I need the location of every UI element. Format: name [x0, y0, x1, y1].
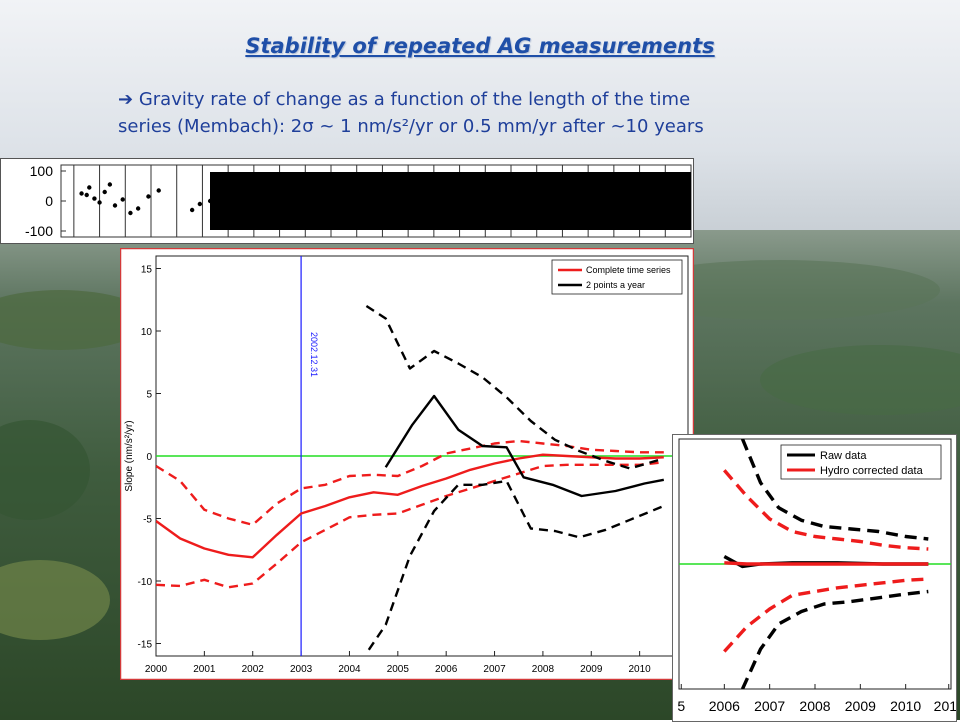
main-series-complete-time-series-upper-2- [156, 439, 664, 526]
inset-series-hydro-corrected-data-lower-2- [723, 577, 929, 653]
hydro-inset-chart: 5 2006 2007 2008 2009 2010 2011 Raw data Hydro c… [672, 434, 960, 722]
main-xtick-label: 2006 [435, 664, 458, 675]
residual-ytick-label: -100 [25, 223, 53, 239]
inset-legend: Raw data Hydro corrected data [780, 444, 942, 480]
main-ytick-label: 10 [141, 327, 153, 338]
residual-point [135, 206, 141, 211]
hydro-inset-chart-svg: 5 2006 2007 2008 2009 2010 2011 Raw data Hydro c… [673, 435, 960, 721]
main-xtick-label: 2003 [290, 664, 313, 675]
slope-chart: 15 10 5 0 -5 -10 -15 2000 2001 2002 2003 2004 2005 20… [119, 247, 695, 681]
main-legend-label: Complete time series [586, 265, 671, 275]
main-xtick-label: 2009 [580, 664, 603, 675]
inset-xtick-label: 5 [677, 698, 685, 714]
main-series-complete-time-series [156, 453, 664, 559]
residual-point [156, 188, 161, 193]
residual-point [120, 197, 125, 202]
residual-ytick-label: 0 [45, 193, 53, 209]
inset-series-raw-data-upper-2- [740, 439, 929, 541]
residual-chart-svg: 100 0 -100 [25, 163, 692, 239]
residual-point [146, 194, 151, 199]
arrow-icon: ➔ [118, 89, 134, 110]
inset-background [673, 435, 956, 721]
main-ytick-label: -15 [138, 640, 153, 651]
main-marker-label: 2002.12.31 [309, 332, 319, 377]
main-ytick-label: -10 [138, 577, 153, 588]
inset-series-hydro-corrected-data-upper-2- [723, 469, 929, 551]
inset-series-group [679, 439, 951, 689]
residual-point [92, 196, 97, 201]
bullet-text: ➔ Gravity rate of change as a function o… [118, 86, 878, 140]
main-xtick-label: 2008 [532, 664, 555, 675]
inset-xtick-label: 2010 [890, 698, 921, 714]
inset-xtick-label: 2007 [754, 698, 785, 714]
residual-point [107, 182, 113, 187]
inset-xtick-label: 2011 [934, 698, 956, 714]
main-series-group [156, 256, 688, 656]
main-xtick-label: 2001 [193, 664, 216, 675]
residual-point [97, 200, 102, 205]
residual-chart: 100 0 -100 [0, 158, 694, 244]
main-ytick-label: 15 [141, 265, 153, 276]
residual-point [102, 189, 107, 195]
main-legend-box [551, 259, 683, 295]
residual-point [189, 207, 195, 213]
main-xtick-label: 2000 [145, 664, 168, 675]
residual-point [79, 191, 84, 196]
inset-legend-box [780, 444, 942, 480]
residual-ytick-label: 100 [30, 163, 54, 179]
residual-point [112, 203, 118, 208]
inset-legend-label: Hydro corrected data [820, 465, 924, 477]
residual-point [84, 192, 89, 198]
inset-xtick-label: 2009 [845, 698, 876, 714]
main-ylabel: Slope (nm/s²/yr) [124, 420, 135, 491]
inset-series-hydro-corrected-data [724, 561, 929, 566]
main-series-2-points-a-year-lower-2- [367, 479, 665, 651]
residual-point [128, 210, 133, 216]
main-xtick-label: 2007 [483, 664, 506, 675]
main-xtick-label: 2004 [338, 664, 361, 675]
main-ytick-label: 0 [146, 452, 152, 463]
main-series-2-points-a-year-upper-2- [365, 304, 665, 470]
main-xtick-label: 2010 [629, 664, 652, 675]
slide-title: Stability of repeated AG measurements [245, 34, 715, 58]
inset-legend-label: Raw data [820, 450, 867, 462]
inset-xtick-label: 2008 [799, 698, 830, 714]
main-ytick-label: 5 [146, 390, 152, 401]
main-legend: Complete time series 2 points a year [551, 259, 683, 295]
main-series-complete-time-series-lower-2- [156, 461, 664, 589]
slope-chart-svg: 15 10 5 0 -5 -10 -15 2000 2001 2002 2003 2004 2005 20… [119, 247, 695, 681]
bullet-line-2: series (Membach): 2σ ~ 1 nm/s²/yr or 0.5… [118, 116, 704, 137]
inset-series-raw-data-lower-2- [740, 589, 929, 689]
bullet-line-1: Gravity rate of change as a function of … [133, 89, 691, 110]
main-xtick-label: 2002 [242, 664, 265, 675]
main-series-2-points-a-year [384, 394, 665, 498]
main-legend-label: 2 points a year [586, 280, 645, 290]
inset-xtick-label: 2006 [709, 698, 740, 714]
residual-point [197, 201, 203, 207]
main-ytick-label: -5 [143, 515, 152, 526]
main-xtick-label: 2005 [387, 664, 410, 675]
residual-point [87, 185, 92, 190]
residual-occlusion-block [210, 172, 691, 230]
